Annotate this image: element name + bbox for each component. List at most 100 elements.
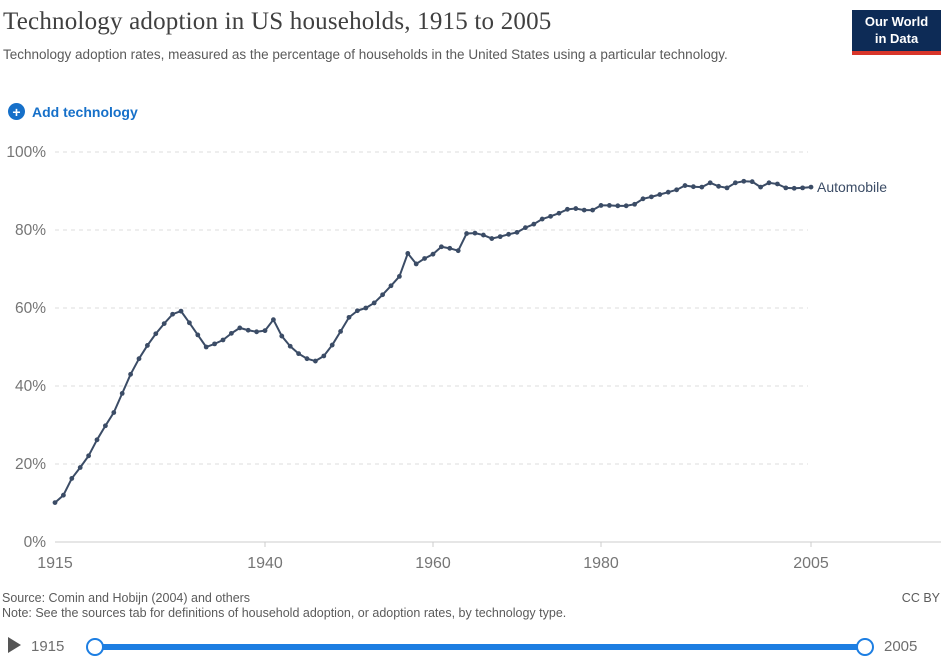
data-point: [430, 251, 436, 257]
data-point: [699, 184, 705, 190]
data-point: [749, 179, 755, 185]
data-point: [665, 189, 671, 195]
data-point: [640, 196, 646, 202]
data-point: [145, 343, 150, 348]
timeline-track[interactable]: [86, 638, 874, 656]
data-point: [321, 353, 327, 359]
data-point: [623, 203, 629, 209]
data-point: [783, 185, 789, 191]
data-point: [245, 327, 251, 333]
timeline-end-year[interactable]: 2005: [884, 638, 918, 655]
data-point: [598, 203, 604, 208]
data-point: [220, 337, 226, 343]
data-point: [674, 187, 679, 193]
plus-icon: +: [8, 103, 25, 120]
data-point: [86, 453, 91, 459]
data-point: [229, 330, 234, 336]
y-tick-label: 0%: [24, 534, 47, 551]
data-point: [397, 274, 402, 279]
data-point: [271, 317, 276, 323]
data-point: [791, 185, 797, 191]
data-point: [590, 207, 595, 213]
data-point: [187, 320, 192, 326]
data-point: [380, 292, 385, 298]
x-tick-label: 1960: [415, 555, 451, 572]
y-tick-label: 60%: [15, 300, 46, 317]
page-title: Technology adoption in US households, 19…: [3, 8, 552, 35]
data-point: [707, 180, 713, 186]
play-button[interactable]: [8, 637, 21, 653]
y-tick-label: 100%: [6, 144, 46, 161]
timeline-handle-start[interactable]: [86, 638, 104, 656]
data-point: [103, 423, 108, 429]
x-tick-label: 1915: [37, 555, 73, 572]
data-point: [565, 206, 570, 212]
data-point: [733, 180, 738, 186]
data-point: [355, 308, 360, 314]
data-point: [741, 178, 747, 184]
data-point: [808, 184, 814, 190]
y-tick-label: 80%: [15, 222, 46, 239]
data-point: [758, 184, 763, 190]
data-point: [170, 311, 176, 317]
data-point: [212, 341, 218, 347]
data-point: [657, 192, 663, 197]
data-point: [632, 201, 637, 207]
data-point: [77, 465, 83, 470]
line-chart[interactable]: 0% 20% 40% 60% 80% 100% 1915 1940 1960 1980 2005 Au…: [0, 0, 944, 625]
y-tick-label: 20%: [15, 456, 46, 473]
data-point: [556, 210, 562, 216]
series-end-label: Automobile: [817, 179, 887, 195]
data-point: [153, 331, 159, 337]
data-point: [506, 231, 511, 237]
data-point: [262, 328, 268, 334]
data-point: [691, 184, 696, 190]
data-point: [304, 356, 310, 362]
timeline-handle-end[interactable]: [856, 638, 874, 656]
data-point: [371, 300, 377, 306]
data-point: [52, 500, 58, 506]
data-point: [439, 244, 444, 250]
data-point: [523, 225, 528, 231]
data-point: [775, 181, 780, 187]
data-point: [724, 185, 730, 191]
y-tick-label: 40%: [15, 378, 46, 395]
note-text: Note: See the sources tab for definition…: [2, 606, 567, 620]
data-point: [539, 216, 545, 222]
timeline-start-year[interactable]: 1915: [31, 638, 65, 655]
x-tick-label: 1940: [247, 555, 283, 572]
data-point: [128, 371, 134, 377]
data-point: [422, 256, 427, 261]
data-point: [287, 343, 293, 349]
data-point: [296, 351, 301, 357]
license-badge[interactable]: CC BY: [901, 591, 940, 605]
data-point: [329, 342, 335, 348]
x-tick-label: 2005: [793, 555, 829, 572]
owid-logo[interactable]: Our World in Data: [852, 10, 941, 55]
data-point: [800, 185, 805, 191]
source-text: Source: Comin and Hobijn (2004) and othe…: [2, 591, 251, 605]
add-technology-button[interactable]: + Add technology: [8, 103, 138, 120]
data-point: [548, 213, 553, 219]
data-point: [615, 203, 621, 209]
chart-subtitle: Technology adoption rates, measured as t…: [3, 47, 728, 62]
owid-logo-line1: Our World: [864, 14, 929, 30]
data-point: [346, 314, 352, 320]
data-point: [119, 391, 125, 396]
data-point: [766, 180, 772, 186]
series-line: [54, 180, 812, 504]
timeline-control: 1915 2005: [0, 630, 944, 662]
data-point: [607, 203, 612, 208]
data-point: [447, 245, 453, 251]
data-point: [161, 321, 167, 326]
play-icon: [8, 637, 21, 653]
data-point: [716, 183, 721, 189]
data-point: [531, 221, 537, 227]
data-point: [111, 410, 117, 415]
data-point: [573, 206, 579, 211]
data-point: [254, 329, 259, 335]
data-point: [203, 344, 209, 350]
data-point: [489, 236, 495, 241]
data-point: [338, 329, 343, 334]
